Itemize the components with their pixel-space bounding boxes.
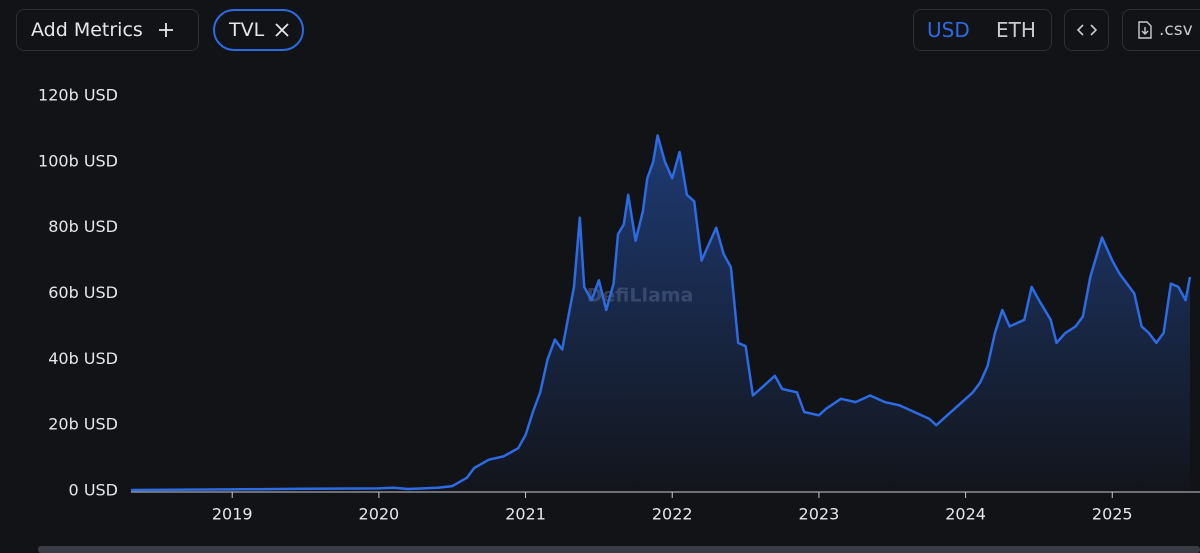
- x-tick-label: 2024: [945, 505, 986, 524]
- currency-option[interactable]: USD: [927, 18, 970, 42]
- x-tick-label: 2020: [359, 505, 400, 524]
- area-fill: [131, 135, 1190, 491]
- code-icon: [1076, 24, 1097, 36]
- watermark: DefiLlama: [587, 285, 694, 307]
- x-tick-label: 2025: [1092, 505, 1133, 524]
- x-tick-label: 2021: [505, 505, 546, 524]
- currency-toggle: USD ETH: [913, 9, 1052, 51]
- y-tick-label: 120b USD: [38, 86, 118, 105]
- y-tick-label: 60b USD: [48, 283, 118, 302]
- download-icon: [1138, 21, 1152, 39]
- csv-button[interactable]: .csv: [1122, 9, 1200, 51]
- tvl-chip[interactable]: TVL: [213, 9, 304, 51]
- y-tick-label: 80b USD: [48, 217, 118, 236]
- tvl-chip-label: TVL: [229, 19, 265, 41]
- plus-icon: [158, 23, 173, 37]
- add-metrics-label: Add Metrics: [31, 19, 143, 41]
- x-tick-label: 2019: [212, 505, 253, 524]
- y-tick-label: 20b USD: [48, 415, 118, 434]
- scrollbar: [38, 546, 1200, 553]
- csv-label: .csv: [1159, 20, 1193, 40]
- close-icon: [275, 23, 289, 37]
- y-tick-label: 0 USD: [69, 481, 118, 500]
- x-tick-label: 2022: [652, 505, 693, 524]
- y-tick-label: 100b USD: [38, 151, 118, 170]
- currency-option[interactable]: ETH: [996, 18, 1036, 42]
- add-metrics-button[interactable]: Add Metrics: [16, 9, 199, 51]
- x-tick-label: 2023: [799, 505, 840, 524]
- embed-button[interactable]: [1064, 9, 1109, 51]
- tvl-line: [130, 134, 1192, 492]
- y-tick-label: 40b USD: [48, 349, 118, 368]
